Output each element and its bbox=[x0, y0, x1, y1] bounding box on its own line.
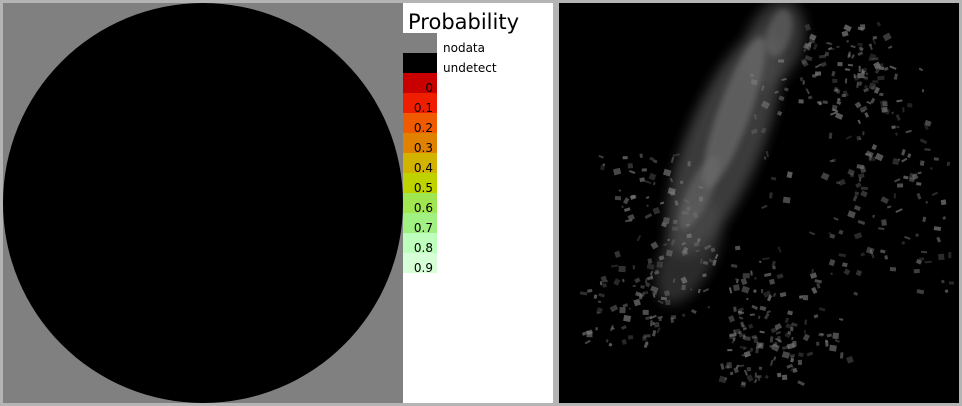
legend-swatch-0-5 bbox=[403, 173, 437, 193]
legend-label-0-9: 0.9 bbox=[413, 261, 433, 275]
legend-swatch-0 bbox=[403, 73, 437, 93]
legend-label-0-5: 0.5 bbox=[413, 181, 433, 195]
legend-swatch-0-2 bbox=[403, 113, 437, 133]
legend-label-0-3: 0.3 bbox=[413, 141, 433, 155]
legend-label-0-2: 0.2 bbox=[413, 121, 433, 135]
radar-reflectivity-image bbox=[559, 3, 959, 403]
legend-swatch-nodata bbox=[403, 33, 437, 53]
radar-coverage-disc bbox=[3, 3, 403, 403]
radar-echo-speckles bbox=[579, 21, 954, 388]
legend-swatch-0-6 bbox=[403, 193, 437, 213]
legend-label-0-4: 0.4 bbox=[413, 161, 433, 175]
probability-legend: Probability nodata undetect 0 0.1 0.2 0.… bbox=[403, 3, 553, 403]
legend-label-nodata: nodata bbox=[443, 41, 485, 55]
legend-swatch-undetect bbox=[403, 53, 437, 73]
radar-echo-canvas bbox=[579, 3, 954, 388]
legend-swatch-0-7 bbox=[403, 213, 437, 233]
legend-label-0-6: 0.6 bbox=[413, 201, 433, 215]
legend-label-0-7: 0.7 bbox=[413, 221, 433, 235]
legend-label-0-8: 0.8 bbox=[413, 241, 433, 255]
legend-swatch-0-8 bbox=[403, 233, 437, 253]
probability-field-image bbox=[3, 3, 403, 403]
legend-swatch-0-4 bbox=[403, 153, 437, 173]
legend-label-0-1: 0.1 bbox=[413, 101, 433, 115]
legend-title: Probability bbox=[408, 10, 520, 34]
legend-swatch-0-9 bbox=[403, 253, 437, 273]
radar-echo-core bbox=[678, 9, 793, 230]
legend-label-undetect: undetect bbox=[443, 61, 497, 75]
legend-swatch-0-3 bbox=[403, 133, 437, 153]
legend-swatch-0-1 bbox=[403, 93, 437, 113]
legend-label-0: 0 bbox=[425, 81, 433, 95]
